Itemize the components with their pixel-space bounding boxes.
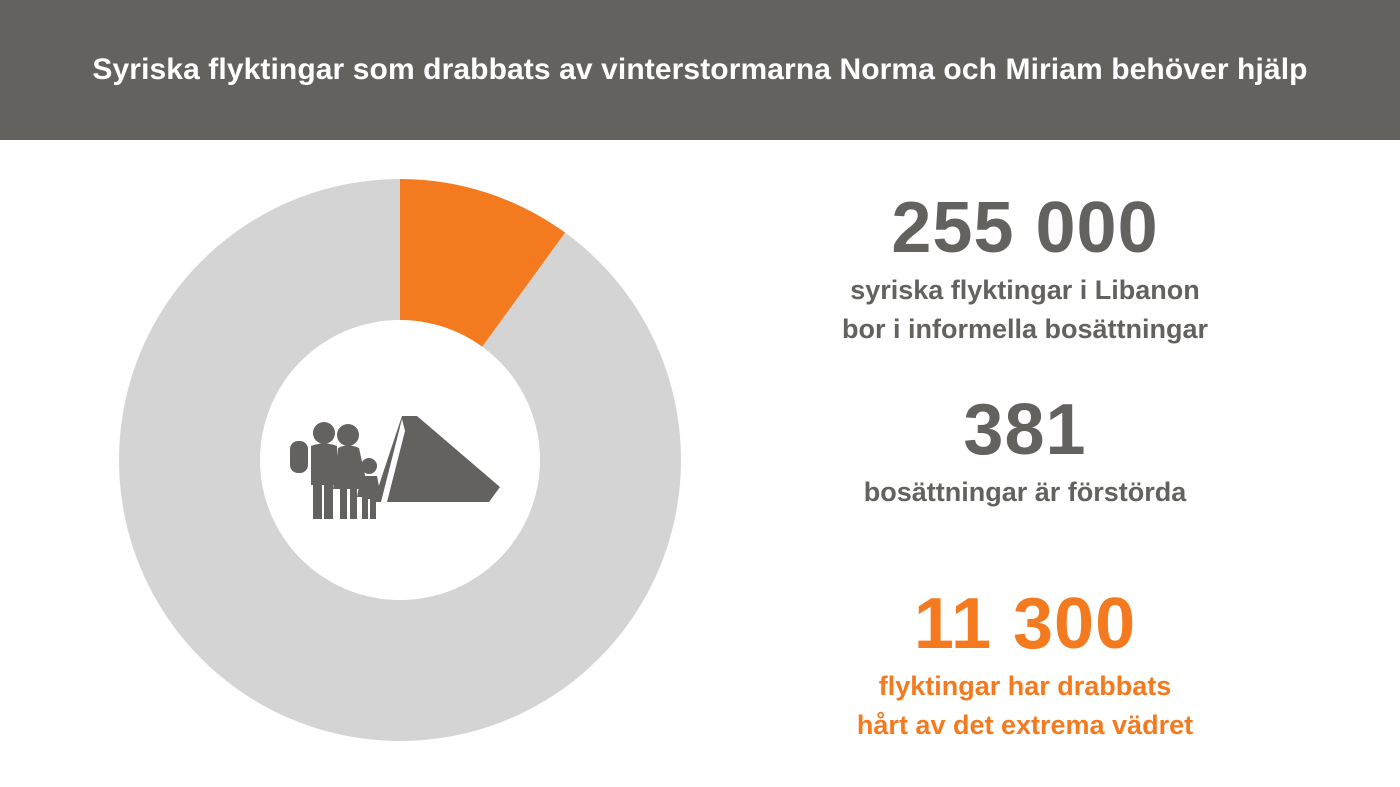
person-head-icon (313, 422, 335, 444)
stat-label-line2: bor i informella bosättningar (841, 314, 1209, 344)
tent-icon-body (402, 416, 500, 502)
stat-label-line1: flyktingar har drabbats (878, 671, 1172, 701)
stat-refugees-affected: 11 300 flyktingar har drabbats hårt av d… (820, 584, 1230, 742)
tent-icon-side (374, 416, 402, 502)
stat-settlements-destroyed: 381 bosättningar är förstörda (820, 390, 1230, 509)
stat-value: 381 (963, 390, 1087, 470)
backpack-icon (290, 441, 308, 473)
header-bar: Syriska flyktingar som drabbats av vinte… (0, 0, 1400, 140)
donut-chart (119, 179, 681, 741)
stat-refugees-lebanon: 255 000 syriska flyktingar i Libanon bor… (820, 188, 1230, 346)
stat-label-line1: syriska flyktingar i Libanon (850, 275, 1200, 305)
page-title: Syriska flyktingar som drabbats av vinte… (92, 53, 1308, 86)
stat-label-line2: hårt av det extrema vädret (856, 710, 1194, 740)
stat-value: 11 300 (913, 584, 1137, 664)
adult-body-icon (311, 443, 337, 519)
child-head-icon (361, 458, 377, 474)
woman-body-icon (333, 445, 368, 519)
stat-label-line1: bosättningar är förstörda (863, 477, 1187, 507)
child-body-icon (357, 476, 381, 519)
refugee-family-tent-icon (290, 416, 500, 519)
tent-icon-opening (381, 419, 405, 502)
donut-chart-svg (119, 179, 681, 741)
woman-head-icon (337, 424, 359, 446)
stat-value: 255 000 (891, 188, 1159, 268)
